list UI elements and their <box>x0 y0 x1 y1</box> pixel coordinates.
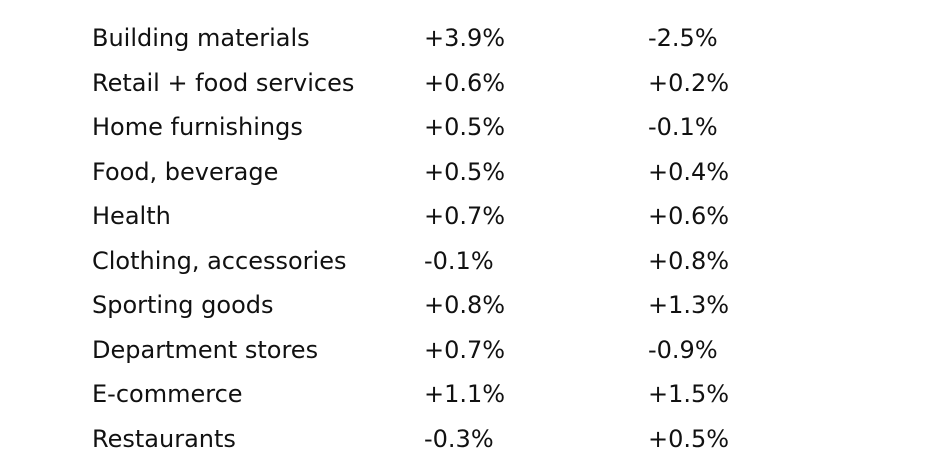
change-value-col1: +3.9% <box>424 24 506 52</box>
category-label: Food, beverage <box>92 157 279 186</box>
change-value-col1: +0.5% <box>424 113 506 141</box>
table-row: Clothing, accessories -0.1% +0.8% <box>92 239 852 284</box>
change-value-col2: -0.1% <box>648 113 718 141</box>
change-value-col1: +0.7% <box>424 202 506 230</box>
change-value-col1: +0.6% <box>424 68 506 97</box>
change-value-col1: -0.1% <box>424 246 494 275</box>
change-value-col2: +0.4% <box>648 157 730 186</box>
change-value-col1: +0.8% <box>424 291 506 319</box>
category-label: Retail + food services <box>92 68 355 97</box>
change-value-col1: +0.5% <box>424 157 506 186</box>
category-label: Clothing, accessories <box>92 246 347 275</box>
category-label: Health <box>92 202 171 230</box>
change-value-col2: -2.5% <box>648 24 718 52</box>
category-label: Building materials <box>92 24 310 52</box>
change-value-col2: -0.9% <box>648 335 718 364</box>
change-value-col2: +0.2% <box>648 68 730 97</box>
table-row: Health +0.7% +0.6% <box>92 194 852 239</box>
table-row: E-commerce +1.1% +1.5% <box>92 372 852 417</box>
change-value-col2: +1.3% <box>648 291 730 319</box>
change-value-col2: +1.5% <box>648 380 730 408</box>
category-label: Sporting goods <box>92 291 274 319</box>
retail-change-table: Building materials +3.9% -2.5% Retail + … <box>92 16 852 461</box>
table-row: Food, beverage +0.5% +0.4% <box>92 150 852 195</box>
category-label: Restaurants <box>92 424 236 453</box>
change-value-col1: -0.3% <box>424 424 494 453</box>
category-label: Home furnishings <box>92 113 303 141</box>
table-row: Department stores +0.7% -0.9% <box>92 328 852 373</box>
table-row: Home furnishings +0.5% -0.1% <box>92 105 852 150</box>
change-value-col2: +0.5% <box>648 424 730 453</box>
table-row: Building materials +3.9% -2.5% <box>92 16 852 61</box>
category-label: E-commerce <box>92 380 243 408</box>
change-value-col1: +0.7% <box>424 335 506 364</box>
change-value-col1: +1.1% <box>424 380 506 408</box>
table-row: Retail + food services +0.6% +0.2% <box>92 61 852 106</box>
table-row: Restaurants -0.3% +0.5% <box>92 417 852 462</box>
change-value-col2: +0.8% <box>648 246 730 275</box>
table-row: Sporting goods +0.8% +1.3% <box>92 283 852 328</box>
category-label: Department stores <box>92 335 319 364</box>
change-value-col2: +0.6% <box>648 202 730 230</box>
